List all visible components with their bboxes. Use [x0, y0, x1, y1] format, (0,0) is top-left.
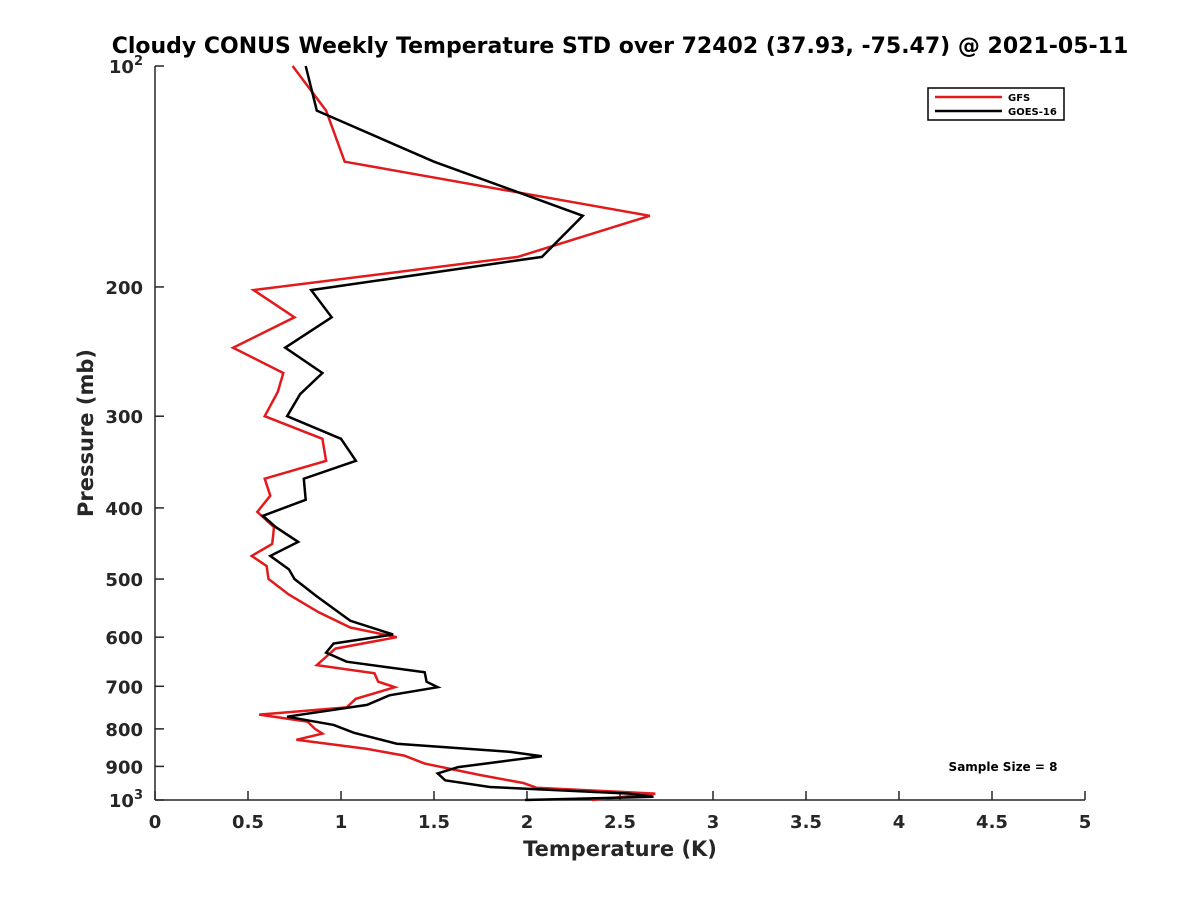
- y-tick-label: 200: [105, 278, 143, 299]
- x-tick-label: 0: [149, 812, 162, 833]
- x-tick-label: 3.5: [790, 812, 822, 833]
- x-tick-label: 5: [1079, 812, 1092, 833]
- legend-label-gfs: GFS: [1008, 93, 1030, 104]
- y-tick-label: 800: [105, 720, 143, 741]
- y-tick-label: 500: [105, 570, 143, 591]
- y-tick-label: 400: [105, 499, 143, 520]
- x-tick-label: 4.5: [976, 812, 1008, 833]
- x-tick-label: 4: [893, 812, 906, 833]
- legend-label-goes-16: GOES-16: [1008, 107, 1057, 118]
- chart-title: Cloudy CONUS Weekly Temperature STD over…: [112, 34, 1129, 59]
- x-tick-label: 2: [521, 812, 534, 833]
- chart-axes: 0 0.5 1 1.5 2 2.5 3 3.5 4 4.5 5 102 200 300 400 500 600 7…: [105, 54, 1091, 833]
- y-tick-label: 600: [105, 628, 143, 649]
- y-tick-label: 900: [105, 757, 143, 778]
- y-axis-label: Pressure (mb): [74, 349, 98, 517]
- series-line-gfs: [230, 65, 656, 802]
- x-tick-label: 1: [335, 812, 348, 833]
- y-tick-label: 300: [105, 407, 143, 428]
- y-tick-label: 700: [105, 677, 143, 698]
- y-tick-label: 103: [109, 788, 143, 812]
- sample-size-annotation: Sample Size = 8: [949, 760, 1058, 774]
- x-axis-label: Temperature (K): [523, 837, 717, 861]
- series-line-goes-16: [260, 65, 654, 802]
- legend: GFS GOES-16: [927, 87, 1065, 121]
- x-tick-label: 1.5: [418, 812, 450, 833]
- x-tick-label: 3: [707, 812, 720, 833]
- series-layer: [230, 65, 656, 802]
- x-tick-label: 2.5: [604, 812, 636, 833]
- legend-box: [927, 87, 1065, 121]
- y-tick-label: 102: [109, 54, 143, 78]
- x-tick-label: 0.5: [232, 812, 264, 833]
